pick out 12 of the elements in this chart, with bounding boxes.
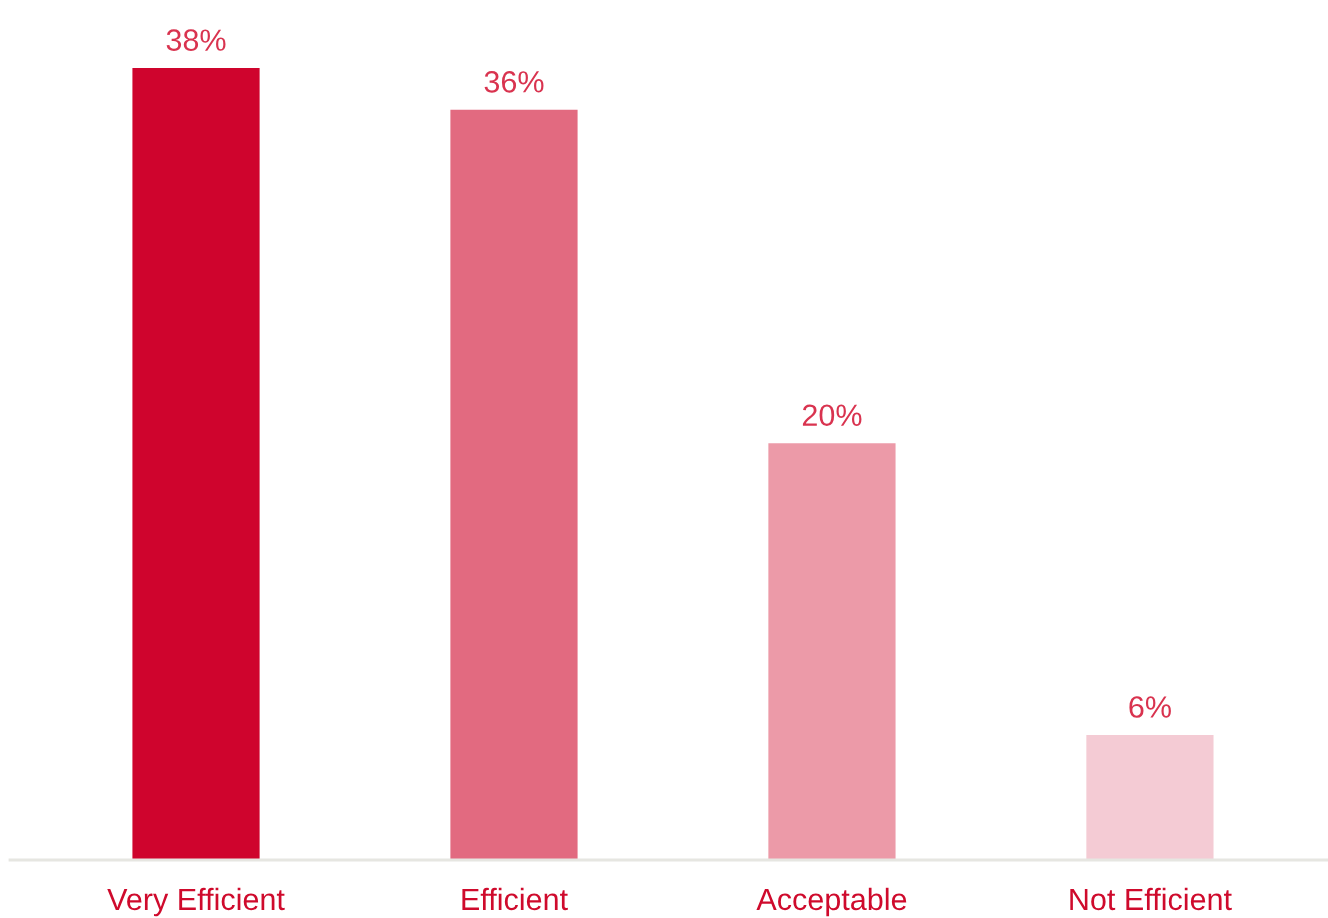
data-label: 6%: [1129, 696, 1171, 718]
bar: [768, 443, 896, 860]
x-tick-label: Efficient: [462, 887, 568, 911]
bar: [450, 109, 578, 860]
x-tick-label: Acceptable: [756, 887, 907, 917]
x-tick-label: Very Efficient: [107, 887, 285, 917]
bar: [132, 68, 260, 860]
x-tick-label: Not Efficient: [1070, 887, 1232, 911]
data-label: 20%: [802, 404, 862, 427]
bar: [1086, 734, 1214, 860]
data-label: 38%: [166, 29, 226, 51]
data-label: 36%: [484, 70, 544, 93]
